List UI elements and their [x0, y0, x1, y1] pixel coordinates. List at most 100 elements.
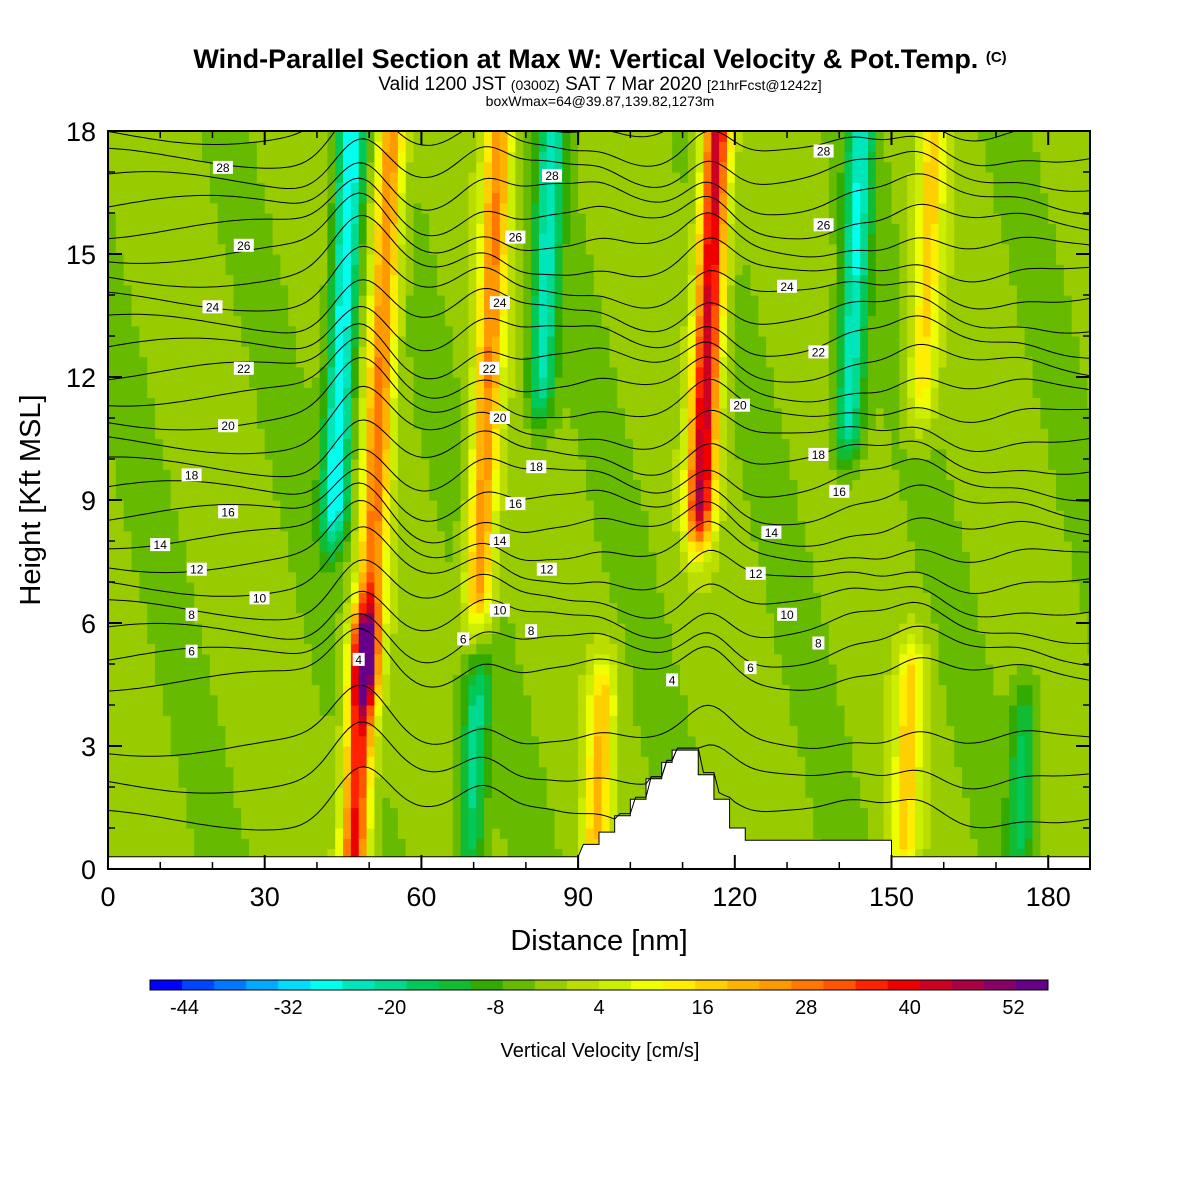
field-cell	[249, 715, 258, 727]
field-cell	[397, 725, 407, 737]
field-cell	[131, 541, 140, 552]
field-cell	[601, 664, 611, 675]
field-cell	[468, 776, 477, 788]
field-cell	[962, 541, 971, 552]
field-cell	[640, 756, 650, 768]
field-cell	[202, 602, 211, 614]
field-cell	[413, 479, 423, 491]
field-cell	[115, 633, 125, 645]
field-cell	[703, 746, 712, 757]
field-cell	[178, 766, 187, 778]
field-cell	[327, 469, 336, 481]
field-cell	[1016, 561, 1026, 573]
field-cell	[186, 664, 195, 675]
field-cell	[296, 479, 305, 491]
field-cell	[366, 797, 375, 809]
field-cell	[491, 776, 501, 788]
field-cell	[820, 582, 830, 593]
field-cell	[813, 623, 822, 634]
field-cell	[186, 541, 195, 552]
field-cell	[562, 746, 571, 757]
field-cell	[256, 694, 266, 706]
field-cell	[993, 602, 1002, 614]
field-cell	[499, 664, 509, 675]
field-cell	[789, 623, 799, 634]
field-cell	[899, 746, 908, 757]
field-cell	[476, 776, 485, 788]
field-cell	[319, 623, 328, 634]
field-cell	[695, 551, 705, 563]
field-cell	[194, 500, 203, 511]
field-cell	[1009, 633, 1018, 645]
field-cell	[922, 520, 932, 532]
field-cell	[303, 725, 313, 737]
field-cell	[155, 623, 164, 634]
field-cell	[554, 530, 564, 542]
field-cell	[773, 766, 783, 778]
field-cell	[907, 561, 916, 573]
field-cell	[491, 582, 501, 593]
field-cell	[327, 684, 336, 696]
field-cell	[507, 664, 517, 675]
field-cell	[938, 797, 947, 809]
field-cell	[1001, 848, 1010, 860]
field-cell	[382, 571, 391, 583]
field-cell	[491, 633, 501, 645]
field-cell	[844, 684, 853, 696]
field-cell	[382, 561, 391, 573]
field-cell	[1016, 541, 1026, 552]
field-cell	[726, 582, 736, 593]
field-cell	[429, 582, 438, 593]
field-cell	[672, 530, 681, 542]
field-cell	[1001, 735, 1010, 747]
field-cell	[288, 766, 297, 778]
field-cell	[875, 561, 885, 573]
field-cell	[554, 551, 564, 563]
field-cell	[194, 653, 203, 665]
field-cell	[319, 694, 328, 706]
field-cell	[672, 715, 681, 727]
field-cell	[515, 571, 524, 583]
field-cell	[578, 592, 587, 604]
field-cell	[868, 633, 877, 645]
field-cell	[946, 623, 955, 634]
field-cell	[993, 705, 1002, 716]
field-cell	[484, 530, 493, 542]
field-cell	[625, 787, 634, 798]
field-cell	[781, 776, 791, 788]
field-cell	[1001, 674, 1010, 686]
field-cell	[593, 797, 603, 809]
field-cell	[781, 592, 791, 604]
field-cell	[249, 479, 258, 491]
field-cell	[358, 807, 368, 819]
field-cell	[288, 694, 297, 706]
field-cell	[954, 725, 963, 737]
field-cell	[319, 705, 328, 716]
field-cell	[820, 623, 830, 634]
field-cell	[852, 510, 861, 522]
field-cell	[437, 643, 446, 655]
field-cell	[828, 735, 838, 747]
field-cell	[115, 735, 125, 747]
field-cell	[413, 623, 423, 634]
field-cell	[1032, 623, 1041, 634]
field-cell	[1071, 602, 1081, 614]
field-cell	[679, 510, 689, 522]
field-cell	[1071, 684, 1081, 696]
field-cell	[468, 653, 477, 665]
field-cell	[750, 520, 759, 532]
field-cell	[272, 735, 281, 747]
field-cell	[1001, 653, 1010, 665]
field-cell	[429, 633, 438, 645]
field-cell	[836, 725, 846, 737]
field-cell	[108, 725, 117, 737]
field-cell	[1016, 520, 1026, 532]
field-cell	[1056, 561, 1065, 573]
field-cell	[241, 500, 250, 511]
field-cell	[656, 623, 665, 634]
field-cell	[1024, 705, 1034, 716]
field-cell	[225, 848, 234, 860]
field-cell	[954, 643, 963, 655]
field-cell	[241, 664, 250, 675]
field-cell	[1087, 787, 1090, 798]
